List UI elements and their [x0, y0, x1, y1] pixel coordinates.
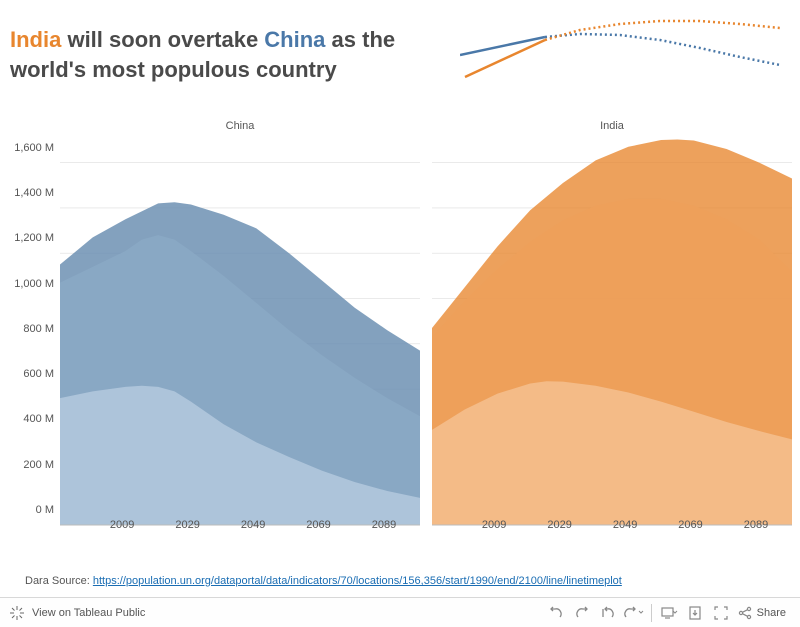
chart-panel: India — [432, 125, 792, 532]
x-tick-label: 2009 — [482, 519, 506, 531]
data-source: Dara Source: https://population.un.org/d… — [25, 575, 622, 587]
title-india: India — [10, 27, 61, 52]
y-tick-label: 400 M — [23, 413, 54, 425]
x-tick-label: 2049 — [613, 519, 637, 531]
panel-title: India — [432, 120, 792, 132]
y-tick-label: 200 M — [23, 459, 54, 471]
share-label: Share — [757, 607, 786, 619]
sparkline-chart — [460, 15, 780, 85]
source-link[interactable]: https://population.un.org/dataportal/dat… — [93, 575, 622, 587]
replay-button[interactable] — [595, 602, 621, 624]
y-tick-label: 1,600 M — [14, 142, 54, 154]
x-tick-label: 2049 — [241, 519, 265, 531]
share-button[interactable]: Share — [734, 606, 790, 620]
x-tick-label: 2029 — [175, 519, 199, 531]
page-title: India will soon overtake China as the wo… — [10, 25, 430, 84]
x-tick-label: 2029 — [547, 519, 571, 531]
toolbar-divider — [651, 604, 652, 622]
x-tick-label: 2089 — [744, 519, 768, 531]
y-tick-label: 1,400 M — [14, 187, 54, 199]
undo-button[interactable] — [543, 602, 569, 624]
fullscreen-button[interactable] — [708, 602, 734, 624]
x-tick-label: 2069 — [306, 519, 330, 531]
present-button[interactable] — [656, 602, 682, 624]
forward-menu-button[interactable] — [621, 602, 647, 624]
x-tick-label: 2009 — [110, 519, 134, 531]
y-axis-labels: 0 M200 M400 M600 M800 M1,000 M1,200 M1,4… — [0, 110, 58, 510]
y-tick-label: 0 M — [36, 504, 54, 516]
share-icon — [738, 606, 752, 620]
tableau-public-link[interactable]: View on Tableau Public — [10, 606, 145, 620]
y-tick-label: 1,200 M — [14, 232, 54, 244]
panel-title: China — [60, 120, 420, 132]
y-tick-label: 600 M — [23, 368, 54, 380]
x-tick-label: 2089 — [372, 519, 396, 531]
chart-area: 0 M 200 M 400 M 600 M 800 M 1,000 M 1,200 M 1,4… — [0, 110, 800, 560]
download-button[interactable] — [682, 602, 708, 624]
redo-button[interactable] — [569, 602, 595, 624]
y-tick-label: 1,000 M — [14, 278, 54, 290]
x-tick-label: 2069 — [678, 519, 702, 531]
tableau-label: View on Tableau Public — [32, 607, 145, 619]
title-china: China — [264, 27, 325, 52]
toolbar: View on Tableau Public Share — [0, 597, 800, 627]
y-tick-label: 800 M — [23, 323, 54, 335]
chart-panel: China — [60, 125, 420, 532]
tableau-icon — [10, 606, 24, 620]
